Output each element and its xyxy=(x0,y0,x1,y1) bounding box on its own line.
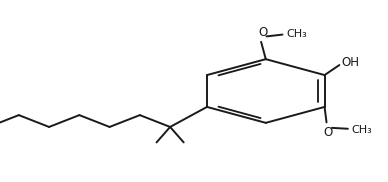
Text: CH₃: CH₃ xyxy=(352,125,372,135)
Text: CH₃: CH₃ xyxy=(286,29,307,39)
Text: O: O xyxy=(258,26,268,39)
Text: OH: OH xyxy=(341,56,359,69)
Text: O: O xyxy=(324,126,333,139)
